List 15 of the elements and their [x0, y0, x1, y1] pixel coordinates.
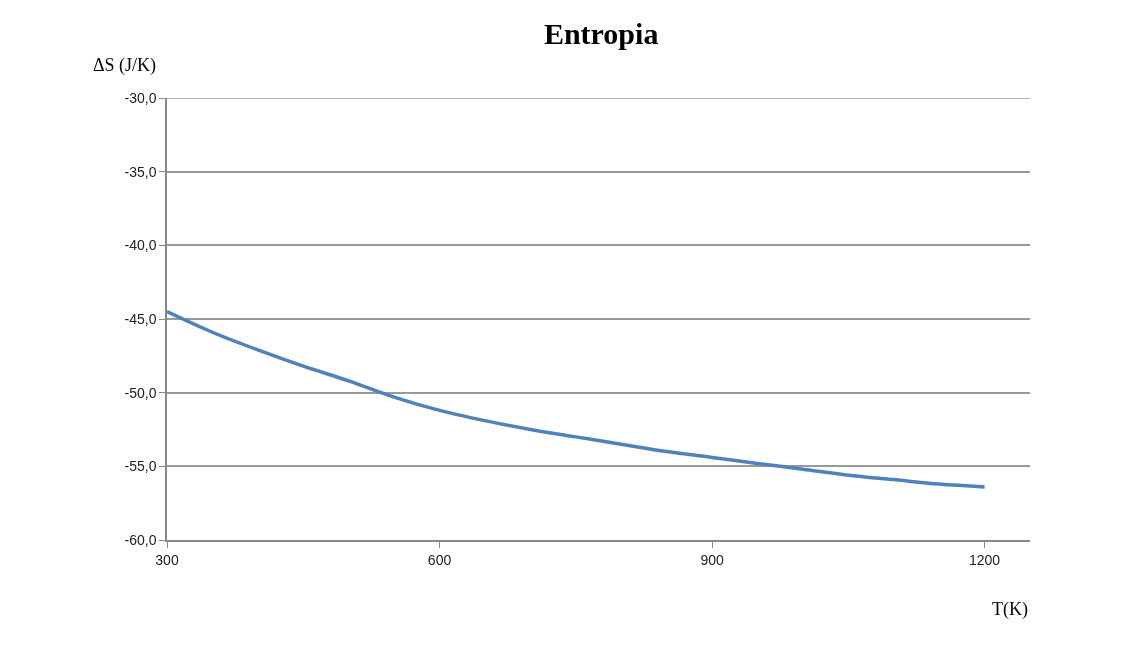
y-tick-label: -60,0 — [124, 531, 157, 548]
x-axis-title: T(K) — [992, 599, 1028, 620]
x-tick-label: 600 — [427, 551, 452, 568]
y-tick-label: -30,0 — [124, 89, 157, 106]
line-series — [167, 309, 987, 489]
chart-title: Entropia — [543, 16, 659, 50]
y-tick-label: -55,0 — [124, 458, 157, 475]
x-tick-label: 1200 — [969, 551, 1001, 568]
y-tick-label: -35,0 — [124, 163, 157, 180]
x-tick-label: 900 — [700, 551, 724, 568]
y-axis-title: ΔS (J/K) — [93, 55, 157, 76]
y-tick-label: -40,0 — [124, 237, 157, 254]
y-tick-label: -45,0 — [124, 310, 157, 327]
y-tick-label: -50,0 — [124, 384, 157, 401]
x-tick-label: 300 — [155, 551, 179, 568]
